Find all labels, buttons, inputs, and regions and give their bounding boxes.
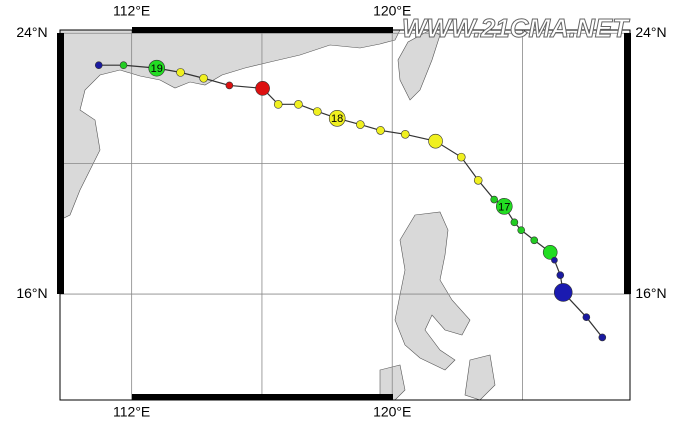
track-point (473, 175, 483, 185)
track-point (94, 61, 103, 70)
track-point (530, 236, 539, 245)
track-point (356, 120, 365, 129)
day-label: 17 (498, 201, 510, 213)
track-point (273, 100, 283, 109)
luzon (394, 211, 471, 371)
track-point (553, 283, 573, 302)
track-point (294, 100, 303, 109)
x-tick-label: 112°E (113, 404, 150, 420)
track-point (313, 107, 322, 116)
day-label: 19 (151, 63, 163, 75)
samar (464, 354, 496, 400)
track: 19 18 17 (94, 59, 607, 342)
frame-bar (57, 33, 64, 294)
x-tick-label: 120°E (373, 3, 411, 19)
track-point (199, 73, 208, 83)
track-point (582, 313, 591, 321)
track-point (428, 133, 443, 149)
y-tick-label: 16°N (635, 285, 666, 301)
frame (59, 29, 631, 401)
track-point (400, 130, 410, 139)
track-point (542, 245, 558, 260)
track-point (517, 226, 526, 234)
taiwan (397, 30, 441, 101)
track-point (490, 195, 498, 204)
grid (60, 30, 630, 400)
china-coast (60, 30, 401, 221)
day-label: 18 (331, 113, 343, 125)
track-point (551, 256, 558, 264)
frame-bar (132, 394, 393, 400)
axis-labels: 112°E 112°E 120°E 120°E 24°N 24°N 16°N 16°N (16, 3, 666, 420)
track-point (456, 152, 466, 162)
track-line (98, 64, 603, 338)
track-point (255, 81, 270, 96)
track-point (556, 271, 565, 279)
track-point (148, 59, 166, 77)
track-point (328, 110, 346, 127)
y-tick-label: 24°N (16, 24, 47, 40)
land (60, 30, 496, 400)
track-point (176, 68, 185, 77)
y-tick-label: 16°N (16, 285, 47, 301)
x-tick-label: 112°E (113, 3, 150, 19)
watermark: WWW.21CMA.NET (402, 13, 630, 43)
track-point (510, 218, 519, 227)
track-point (376, 126, 385, 135)
track-point (225, 81, 234, 90)
frame-bar (624, 33, 631, 294)
x-tick-label: 120°E (373, 404, 411, 420)
track-point (495, 198, 513, 215)
track-point (119, 61, 128, 70)
frame-bar (132, 27, 393, 33)
y-tick-label: 24°N (635, 24, 666, 40)
track-point (598, 333, 607, 342)
